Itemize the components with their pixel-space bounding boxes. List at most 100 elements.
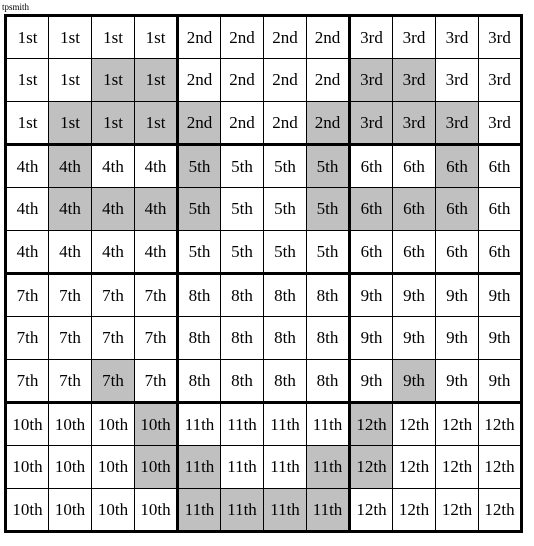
grid-cell: 4th [6,231,49,274]
grid-cell: 2nd [221,16,264,59]
grid-cell: 10th [92,446,135,489]
grid-cell: 8th [178,360,221,403]
grid-cell: 5th [264,145,307,188]
grid-cell: 10th [6,489,49,532]
grid-cell: 5th [307,231,350,274]
grid-cell: 12th [350,403,393,446]
grid-cell: 2nd [307,102,350,145]
grid-cell: 6th [393,188,436,231]
grid-cell: 10th [6,403,49,446]
grid-cell: 1st [6,102,49,145]
grid-cell: 7th [92,317,135,360]
grid-cell: 6th [436,231,479,274]
grid-cell: 4th [92,231,135,274]
grid-cell: 6th [393,145,436,188]
grid-cell: 10th [135,489,178,532]
grid-cell: 9th [479,360,522,403]
grid-cell: 8th [221,317,264,360]
grid-cell: 9th [350,360,393,403]
grid-cell: 1st [135,16,178,59]
grid-cell: 5th [264,231,307,274]
grid-cell: 5th [178,145,221,188]
grid-cell: 7th [49,360,92,403]
grid-cell: 8th [307,317,350,360]
grid-cell: 10th [6,446,49,489]
grid-cell: 5th [307,188,350,231]
grid-cell: 11th [221,446,264,489]
grid-cell: 12th [479,403,522,446]
grid-cell: 6th [479,188,522,231]
grid-cell: 1st [92,59,135,102]
grid-cell: 11th [221,489,264,532]
grid-cell: 10th [92,403,135,446]
grid-cell: 10th [135,403,178,446]
grid-cell: 4th [49,231,92,274]
grid-cell: 3rd [436,102,479,145]
grid-cell: 7th [6,317,49,360]
grid-cell: 5th [221,188,264,231]
grid-cell: 7th [6,360,49,403]
grid-cell: 12th [393,446,436,489]
grid-cell: 12th [350,446,393,489]
grid-cell: 9th [436,274,479,317]
grid-cell: 11th [264,446,307,489]
grid-cell: 4th [135,145,178,188]
grid-cell: 3rd [436,59,479,102]
grid-cell: 1st [6,16,49,59]
grid-cell: 4th [49,145,92,188]
credit-text: tpsmith [2,2,29,12]
grid-cell: 3rd [393,102,436,145]
grid-cell: 1st [135,102,178,145]
grid-cell: 8th [264,317,307,360]
grid-cell: 2nd [178,102,221,145]
grid-cell: 9th [350,274,393,317]
grid-cell: 7th [6,274,49,317]
grid-cell: 4th [92,188,135,231]
grid-cell: 7th [49,317,92,360]
puzzle-grid: 1st1st1st1st2nd2nd2nd2nd3rd3rd3rd3rd1st1… [4,14,523,533]
grid-cell: 6th [393,231,436,274]
grid-cell: 8th [178,317,221,360]
grid-cell: 2nd [221,102,264,145]
grid-cell: 4th [92,145,135,188]
grid-cell: 5th [221,231,264,274]
grid-cell: 8th [221,274,264,317]
grid-cell: 12th [479,446,522,489]
grid-cell: 11th [307,403,350,446]
grid-cell: 11th [264,489,307,532]
grid-cell: 3rd [479,102,522,145]
grid-cell: 11th [307,446,350,489]
grid-cell: 2nd [307,16,350,59]
grid-cell: 8th [307,274,350,317]
grid-cell: 4th [6,145,49,188]
grid-cell: 6th [350,145,393,188]
grid-cell: 10th [49,489,92,532]
grid-cell: 5th [178,231,221,274]
grid-cell: 4th [6,188,49,231]
grid-cell: 1st [92,16,135,59]
grid-cell: 11th [178,489,221,532]
grid-cell: 1st [49,59,92,102]
grid-cell: 6th [479,145,522,188]
grid-cell: 7th [92,274,135,317]
grid-cell: 2nd [178,16,221,59]
grid-cell: 8th [178,274,221,317]
grid-cell: 4th [135,188,178,231]
grid-cell: 5th [178,188,221,231]
grid-cell: 9th [436,317,479,360]
grid-cell: 11th [178,403,221,446]
grid-cell: 2nd [264,102,307,145]
grid-cell: 2nd [264,59,307,102]
grid-cell: 9th [479,274,522,317]
grid-cell: 7th [135,360,178,403]
grid-cell: 4th [135,231,178,274]
grid-cell: 3rd [393,59,436,102]
grid-cell: 1st [135,59,178,102]
grid-cell: 8th [307,360,350,403]
grid-cell: 2nd [221,59,264,102]
grid-cell: 11th [307,489,350,532]
grid-cell: 7th [92,360,135,403]
grid-cell: 9th [393,317,436,360]
grid-cell: 1st [49,16,92,59]
grid-cell: 10th [135,446,178,489]
